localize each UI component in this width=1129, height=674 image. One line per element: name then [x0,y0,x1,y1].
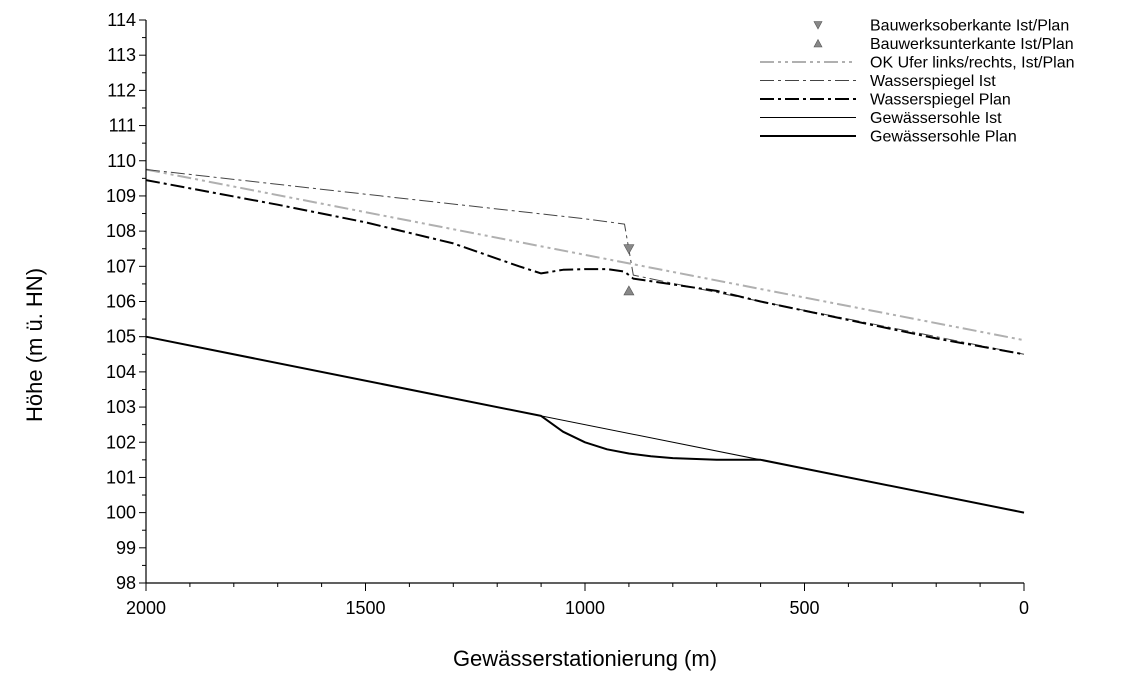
series-line-4 [146,180,1024,354]
series-line-2 [146,170,1024,341]
series-marker-1-0 [624,286,634,295]
x-tick-label-1500: 1500 [345,598,385,618]
plot-lines [146,170,1024,513]
y-tick-label-106: 106 [106,292,136,312]
x-tick-label-1000: 1000 [565,598,605,618]
y-tick-label-111: 111 [109,116,136,136]
y-tick-label-103: 103 [106,397,136,417]
y-tick-label-104: 104 [106,362,136,382]
legend-label-6: Gewässersohle Plan [870,129,1017,146]
y-tick-label-101: 101 [106,467,136,487]
series-marker-0-0 [624,245,634,254]
legend-swatch-1 [814,40,822,48]
y-tick-label-100: 100 [106,503,136,523]
y-tick-label-109: 109 [106,186,136,206]
y-tick-label-114: 114 [107,10,136,30]
series-line-3 [146,170,1024,355]
legend-label-1: Bauwerksunterkante Ist/Plan [870,36,1074,53]
legend-label-5: Gewässersohle Ist [870,110,1002,127]
y-tick-label-110: 110 [107,151,136,171]
y-tick-label-102: 102 [106,432,136,452]
y-tick-label-113: 113 [107,45,136,65]
x-tick-label-2000: 2000 [126,598,166,618]
y-tick-label-98: 98 [116,573,136,593]
y-tick-label-108: 108 [106,221,136,241]
legend: Bauwerksoberkante Ist/PlanBauwerksunterk… [760,18,1075,146]
y-tick-label-107: 107 [106,256,136,276]
y-tick-label-99: 99 [116,538,136,558]
y-tick-label-112: 112 [107,80,136,100]
legend-label-4: Wasserspiegel Plan [870,92,1011,109]
legend-label-0: Bauwerksoberkante Ist/Plan [870,18,1069,35]
legend-label-3: Wasserspiegel Ist [870,73,996,90]
x-tick-label-500: 500 [789,598,819,618]
y-tick-label-105: 105 [106,327,136,347]
legend-label-2: OK Ufer links/rechts, Ist/Plan [870,55,1075,72]
legend-swatch-0 [814,22,822,30]
y-axis-title: Höhe (m ü. HN) [22,268,47,422]
x-axis-title: Gewässerstationierung (m) [453,646,717,671]
x-tick-label-0: 0 [1019,598,1029,618]
